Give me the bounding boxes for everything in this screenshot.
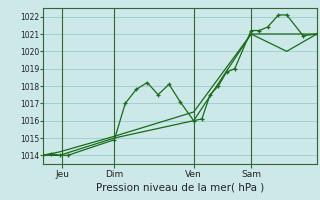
X-axis label: Pression niveau de la mer( hPa ): Pression niveau de la mer( hPa )	[96, 183, 264, 193]
